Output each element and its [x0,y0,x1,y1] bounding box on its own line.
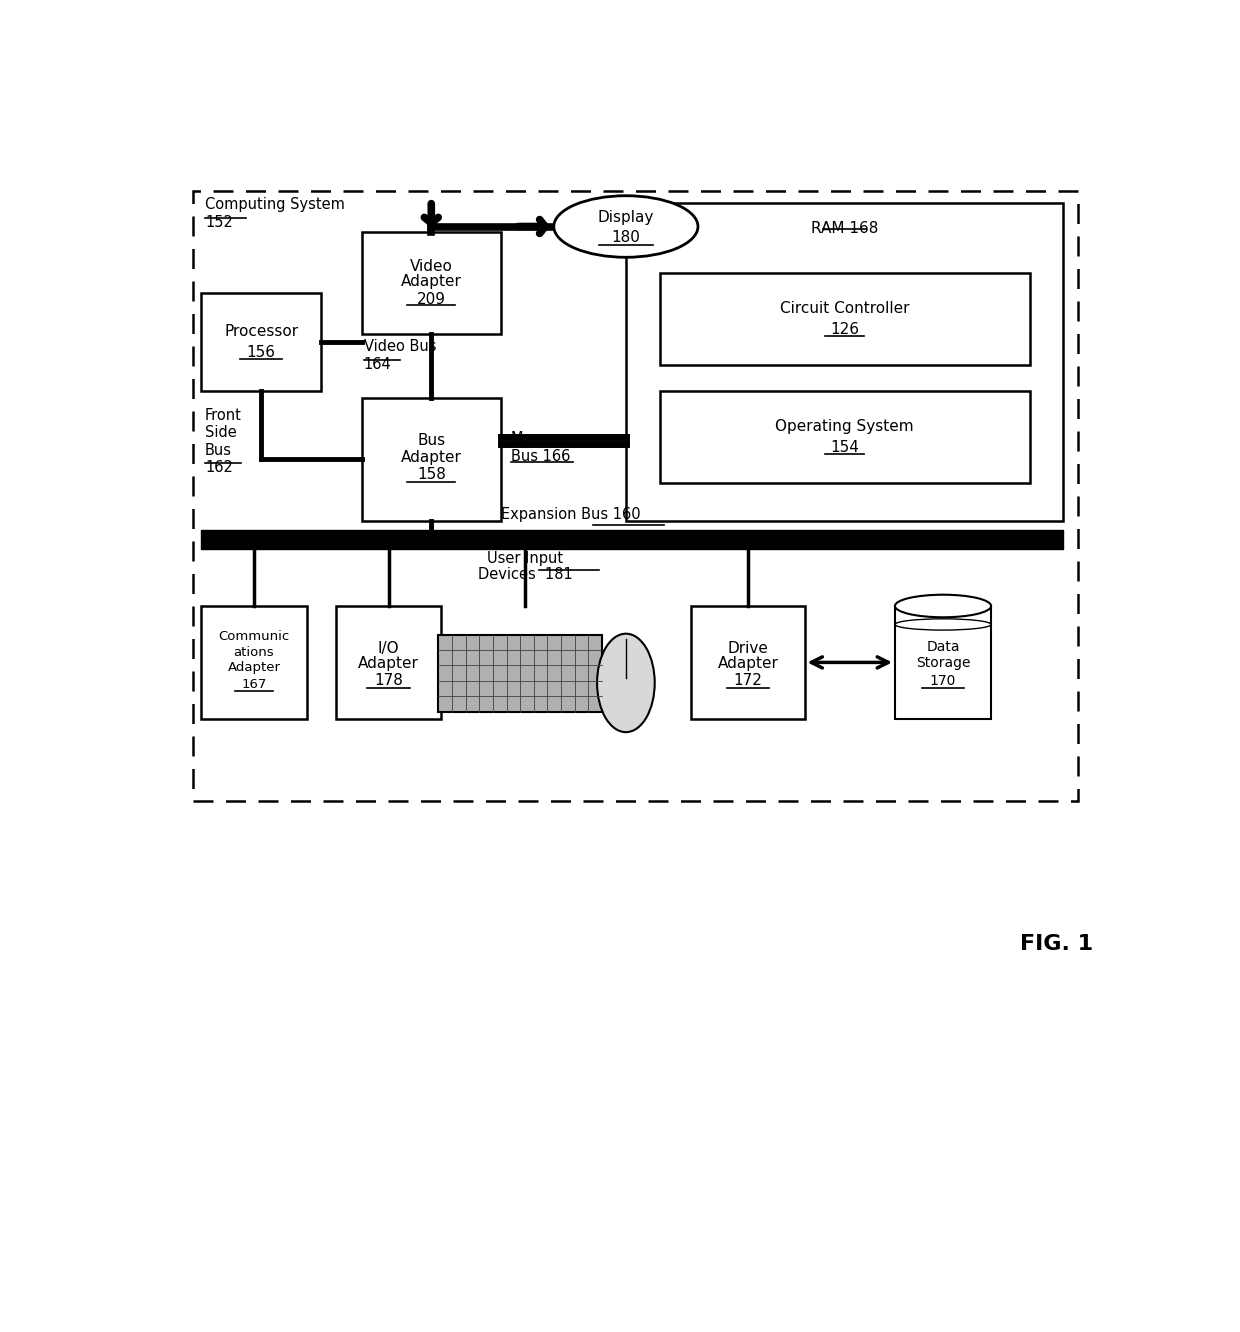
Text: User Input: User Input [487,550,563,566]
FancyBboxPatch shape [201,293,321,390]
Ellipse shape [554,196,698,257]
FancyBboxPatch shape [626,202,1063,521]
Text: Memory: Memory [511,432,570,446]
FancyBboxPatch shape [336,606,441,719]
Text: Storage: Storage [916,657,970,670]
Text: Video Bus: Video Bus [363,340,436,354]
Text: Processor: Processor [224,324,299,340]
Text: Adapter: Adapter [358,655,419,671]
Text: Operating System: Operating System [775,420,914,434]
FancyBboxPatch shape [362,398,501,521]
FancyBboxPatch shape [691,606,805,719]
Text: I/O: I/O [378,641,399,655]
Text: 126: 126 [830,321,859,337]
Text: 209: 209 [417,292,446,306]
FancyBboxPatch shape [439,635,601,711]
Text: Adapter: Adapter [401,274,461,289]
Text: Video: Video [410,258,453,274]
Text: Circuit Controller: Circuit Controller [780,301,909,316]
Text: Adapter: Adapter [718,655,779,671]
Text: Display: Display [598,209,653,225]
Text: Data: Data [926,639,960,654]
FancyBboxPatch shape [201,606,306,719]
FancyBboxPatch shape [660,390,1029,484]
Text: 158: 158 [417,468,445,482]
Text: Side: Side [205,425,237,441]
Ellipse shape [596,634,655,733]
Text: 152: 152 [205,216,233,230]
Text: Computing System: Computing System [205,197,345,212]
Ellipse shape [895,594,991,617]
Text: Bus: Bus [205,444,232,458]
Text: Expansion Bus 160: Expansion Bus 160 [501,507,641,522]
Text: Bus: Bus [417,433,445,449]
Text: 156: 156 [247,345,275,360]
Text: 164: 164 [363,357,392,372]
Text: 180: 180 [611,230,640,245]
Text: Bus 166: Bus 166 [511,449,570,464]
Text: 167: 167 [242,678,267,691]
Text: ations: ations [233,646,274,658]
Text: Devices  181: Devices 181 [477,567,573,582]
Text: Adapter: Adapter [227,661,280,674]
FancyBboxPatch shape [193,190,1078,801]
Text: 154: 154 [830,440,859,454]
Text: Communic: Communic [218,630,290,643]
Text: 170: 170 [930,674,956,687]
FancyBboxPatch shape [362,232,501,334]
Text: Front: Front [205,408,242,424]
Text: 178: 178 [374,674,403,689]
Text: 162: 162 [205,461,233,476]
Text: FIG. 1: FIG. 1 [1019,934,1092,954]
FancyBboxPatch shape [660,273,1029,365]
Text: Drive: Drive [728,641,769,655]
Text: RAM 168: RAM 168 [811,221,878,236]
FancyBboxPatch shape [895,606,991,719]
Text: Adapter: Adapter [401,450,461,465]
Text: 172: 172 [734,674,763,689]
